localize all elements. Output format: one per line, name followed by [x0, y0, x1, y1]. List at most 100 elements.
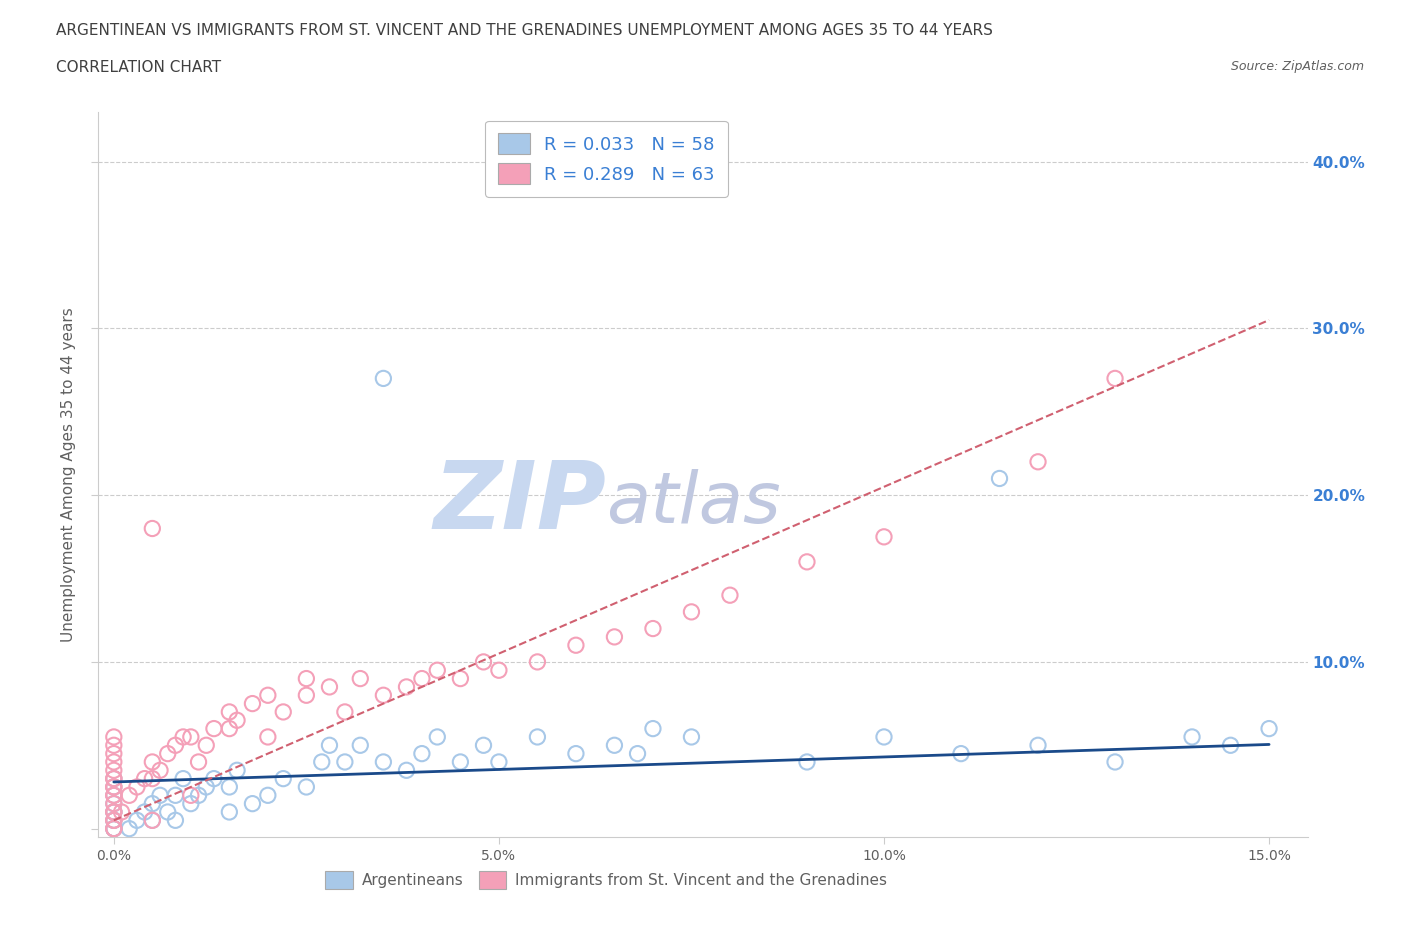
Point — [318, 737, 340, 752]
Point — [218, 721, 240, 736]
Point — [681, 604, 703, 619]
Point — [373, 371, 395, 386]
Point — [796, 754, 818, 769]
Point — [488, 663, 510, 678]
Point — [472, 737, 495, 752]
Point — [103, 729, 125, 744]
Point — [603, 737, 626, 752]
Point — [141, 796, 163, 811]
Point — [172, 771, 194, 786]
Point — [118, 788, 141, 803]
Point — [218, 804, 240, 819]
Point — [141, 754, 163, 769]
Point — [295, 688, 318, 703]
Point — [103, 804, 125, 819]
Point — [411, 746, 433, 761]
Point — [565, 746, 588, 761]
Point — [411, 671, 433, 686]
Text: ARGENTINEAN VS IMMIGRANTS FROM ST. VINCENT AND THE GRENADINES UNEMPLOYMENT AMONG: ARGENTINEAN VS IMMIGRANTS FROM ST. VINCE… — [56, 23, 993, 38]
Point — [195, 737, 218, 752]
Point — [333, 705, 356, 720]
Point — [103, 821, 125, 836]
Point — [103, 813, 125, 828]
Point — [349, 671, 371, 686]
Point — [110, 804, 132, 819]
Point — [103, 771, 125, 786]
Point — [103, 746, 125, 761]
Point — [103, 779, 125, 794]
Point — [242, 697, 264, 711]
Point — [373, 754, 395, 769]
Point — [134, 804, 156, 819]
Point — [103, 788, 125, 803]
Point — [103, 737, 125, 752]
Point — [1104, 754, 1126, 769]
Point — [526, 729, 548, 744]
Point — [271, 705, 294, 720]
Point — [449, 754, 471, 769]
Point — [395, 763, 418, 777]
Point — [187, 788, 209, 803]
Point — [202, 721, 225, 736]
Legend: Argentineans, Immigrants from St. Vincent and the Grenadines: Argentineans, Immigrants from St. Vincen… — [319, 865, 894, 895]
Point — [1219, 737, 1241, 752]
Point — [226, 763, 249, 777]
Point — [449, 671, 471, 686]
Point — [257, 688, 280, 703]
Text: Source: ZipAtlas.com: Source: ZipAtlas.com — [1230, 60, 1364, 73]
Point — [195, 779, 218, 794]
Point — [472, 655, 495, 670]
Point — [218, 779, 240, 794]
Point — [1026, 737, 1049, 752]
Point — [349, 737, 371, 752]
Point — [180, 729, 202, 744]
Point — [134, 771, 156, 786]
Point — [103, 788, 125, 803]
Point — [257, 729, 280, 744]
Point — [271, 771, 294, 786]
Point — [149, 788, 172, 803]
Point — [141, 521, 163, 536]
Point — [103, 821, 125, 836]
Point — [426, 729, 449, 744]
Point — [873, 729, 896, 744]
Point — [950, 746, 973, 761]
Point — [141, 813, 163, 828]
Text: atlas: atlas — [606, 469, 780, 538]
Point — [103, 779, 125, 794]
Point — [1104, 371, 1126, 386]
Point — [641, 721, 664, 736]
Point — [125, 813, 148, 828]
Point — [1181, 729, 1204, 744]
Point — [103, 754, 125, 769]
Point — [103, 796, 125, 811]
Point — [103, 804, 125, 819]
Point — [103, 813, 125, 828]
Point — [242, 796, 264, 811]
Point — [103, 788, 125, 803]
Point — [103, 804, 125, 819]
Point — [103, 763, 125, 777]
Point — [180, 788, 202, 803]
Text: CORRELATION CHART: CORRELATION CHART — [56, 60, 221, 75]
Point — [103, 821, 125, 836]
Point — [187, 754, 209, 769]
Point — [103, 813, 125, 828]
Point — [718, 588, 741, 603]
Point — [873, 529, 896, 544]
Point — [626, 746, 648, 761]
Point — [103, 771, 125, 786]
Point — [125, 779, 148, 794]
Y-axis label: Unemployment Among Ages 35 to 44 years: Unemployment Among Ages 35 to 44 years — [60, 307, 76, 642]
Point — [988, 471, 1011, 485]
Point — [311, 754, 333, 769]
Point — [103, 813, 125, 828]
Point — [103, 804, 125, 819]
Point — [165, 788, 187, 803]
Point — [118, 821, 141, 836]
Point — [395, 680, 418, 695]
Point — [526, 655, 548, 670]
Point — [603, 630, 626, 644]
Point — [1026, 455, 1049, 470]
Point — [796, 554, 818, 569]
